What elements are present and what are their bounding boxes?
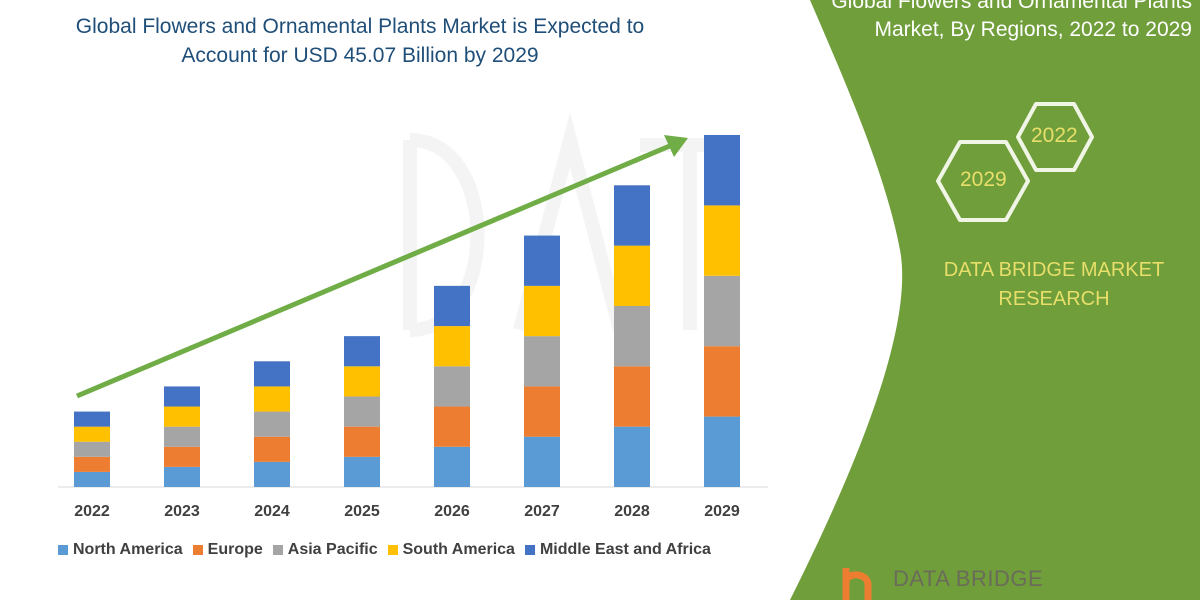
legend-swatch xyxy=(192,545,203,555)
bar-segment-2024-2 xyxy=(254,411,290,437)
bar-segment-2024-4 xyxy=(254,361,290,387)
bar-segment-2023-0 xyxy=(164,466,200,487)
bar-segment-2028-4 xyxy=(614,185,650,246)
legend-label: North America xyxy=(73,541,183,558)
bar-segment-2028-0 xyxy=(614,426,650,487)
page-title: Global Flowers and Ornamental Plants Mar… xyxy=(75,15,645,67)
bar-segment-2022-1 xyxy=(74,456,110,472)
bar-segment-2029-0 xyxy=(704,416,740,487)
x-tick-label: 2028 xyxy=(614,503,650,520)
brand-name: DATA BRIDGE MARKET RESEARCH xyxy=(943,259,1165,310)
x-tick-label: 2023 xyxy=(164,503,200,520)
legend-label: Middle East and Africa xyxy=(539,541,711,558)
bar-segment-2026-2 xyxy=(434,366,470,407)
bar-segment-2023-4 xyxy=(164,386,200,407)
bar-segment-2023-2 xyxy=(164,426,200,447)
bar-segment-2026-4 xyxy=(434,285,470,327)
hex-year-2029: 2029 xyxy=(960,168,1007,191)
bar-segment-2023-1 xyxy=(164,446,200,467)
bar-segment-2025-1 xyxy=(344,426,380,457)
bar-segment-2027-4 xyxy=(524,235,560,286)
bar-segment-2022-4 xyxy=(74,411,110,427)
bar-segment-2022-2 xyxy=(74,441,110,457)
bar-segment-2028-3 xyxy=(614,245,650,306)
hexagon-2022 xyxy=(1016,102,1094,172)
legend-label: Asia Pacific xyxy=(287,541,378,558)
x-tick-label: 2029 xyxy=(704,503,740,520)
logo-text: DATA BRIDGE xyxy=(893,566,1044,591)
legend-item-europe: Europe xyxy=(192,541,263,559)
x-tick-label: 2025 xyxy=(344,503,380,520)
bar-segment-2025-4 xyxy=(344,336,380,367)
logo-icon xyxy=(842,568,872,600)
legend-swatch xyxy=(524,545,535,555)
bar-segment-2022-0 xyxy=(74,471,110,487)
bar-segment-2029-3 xyxy=(704,205,740,276)
bar-segment-2028-1 xyxy=(614,366,650,427)
legend-label: South America xyxy=(402,541,515,558)
x-tick-label: 2027 xyxy=(524,503,560,520)
bar-segment-2026-0 xyxy=(434,446,470,487)
bar-segment-2024-3 xyxy=(254,386,290,412)
green-side-panel xyxy=(790,0,1200,600)
bar-segment-2027-1 xyxy=(524,386,560,437)
legend-item-north-america: North America xyxy=(58,541,183,559)
bar-segment-2025-3 xyxy=(344,366,380,397)
bar-segment-2023-3 xyxy=(164,406,200,427)
bar-segment-2029-2 xyxy=(704,275,740,347)
legend-swatch xyxy=(58,545,68,555)
trend-arrow xyxy=(76,135,688,399)
bar-segment-2025-2 xyxy=(344,396,380,427)
hex-year-2022: 2022 xyxy=(1031,124,1078,147)
bar-segment-2024-1 xyxy=(254,436,290,462)
legend-swatch xyxy=(272,545,283,555)
side-panel-title: Global Flowers and Ornamental Plants Mar… xyxy=(831,0,1192,41)
x-tick-label: 2024 xyxy=(254,503,290,520)
bar-segment-2028-2 xyxy=(614,305,650,367)
legend: North America Europe Asia Pacific South … xyxy=(58,541,711,559)
bar-segment-2029-1 xyxy=(704,346,740,417)
bar-segment-2027-3 xyxy=(524,285,560,337)
bar-segment-2025-0 xyxy=(344,456,380,487)
x-tick-label: 2022 xyxy=(74,503,110,520)
bar-segment-2027-0 xyxy=(524,436,560,487)
legend-label: Europe xyxy=(207,541,263,558)
bar-segment-2027-2 xyxy=(524,336,560,387)
legend-item-middle-east-africa: Middle East and Africa xyxy=(524,541,711,559)
x-tick-label: 2026 xyxy=(434,503,470,520)
hexagon-2029 xyxy=(936,140,1030,222)
bar-segment-2026-1 xyxy=(434,406,470,447)
bar-segment-2024-0 xyxy=(254,461,290,487)
bar-segment-2022-3 xyxy=(74,426,110,442)
legend-item-south-america: South America xyxy=(387,541,515,559)
legend-item-asia-pacific: Asia Pacific xyxy=(272,541,378,559)
bar-segment-2029-4 xyxy=(704,135,740,206)
bar-segment-2026-3 xyxy=(434,326,470,367)
legend-swatch xyxy=(387,545,398,555)
